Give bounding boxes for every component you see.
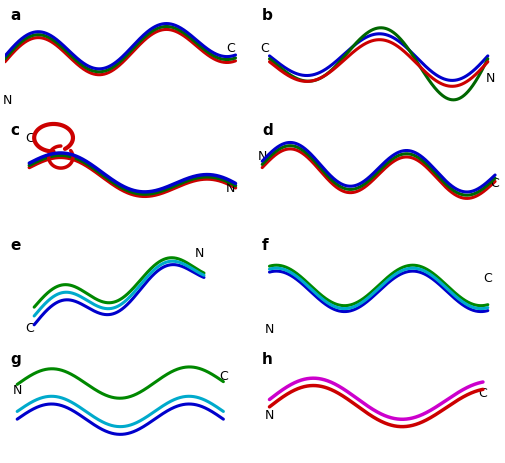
Text: C: C (226, 42, 235, 55)
Text: N: N (3, 94, 12, 106)
Text: C: C (25, 132, 34, 145)
Text: h: h (262, 351, 273, 367)
Text: N: N (13, 383, 22, 396)
Text: C: C (483, 271, 492, 284)
Text: d: d (262, 123, 273, 138)
Text: g: g (10, 351, 21, 367)
Text: C: C (479, 386, 487, 399)
Text: f: f (262, 237, 269, 252)
Text: N: N (258, 150, 267, 163)
Text: N: N (486, 72, 495, 85)
Text: C: C (260, 42, 269, 55)
Text: C: C (491, 177, 499, 190)
Text: C: C (25, 321, 34, 334)
Text: b: b (262, 8, 273, 23)
Text: N: N (265, 323, 274, 336)
Text: c: c (10, 123, 19, 138)
Text: N: N (194, 246, 204, 259)
Text: e: e (10, 237, 20, 252)
Text: N: N (265, 408, 274, 421)
Text: a: a (10, 8, 20, 23)
Text: N: N (226, 181, 235, 194)
Text: C: C (219, 369, 228, 382)
